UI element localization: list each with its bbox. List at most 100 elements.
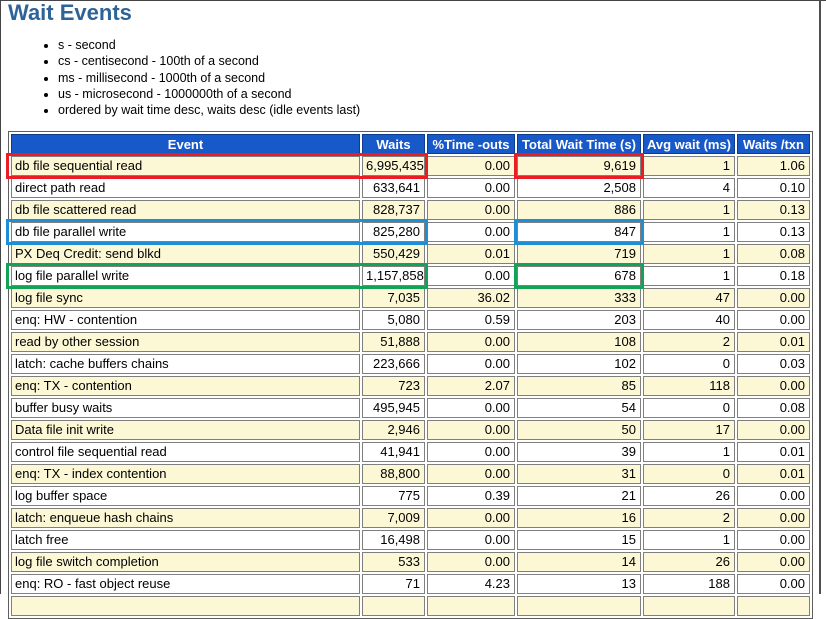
cell-pct_timeouts: 0.00 (427, 442, 515, 462)
cell-waits: 7,009 (362, 508, 425, 528)
table-row: db file sequential read 6,995,435 0.00 9,61… (11, 156, 810, 176)
cell-avg_wait_ms: 47 (643, 288, 735, 308)
cell-total_wait_time_s: 15 (517, 530, 641, 550)
cell-event: db file scattered read (11, 200, 360, 220)
cell-total_wait_time_s: 886 (517, 200, 641, 220)
table-row: log file sync 7,035 36.02 333 47 0.00 (11, 288, 810, 308)
cell-avg_wait_ms: 1 (643, 200, 735, 220)
cell-avg_wait_ms: 0 (643, 464, 735, 484)
cell-waits: 533 (362, 552, 425, 572)
cell-empty (427, 596, 515, 616)
cell-event: latch free (11, 530, 360, 550)
table-row: log buffer space 775 0.39 21 26 0.00 (11, 486, 810, 506)
cell-waits_per_txn: 0.03 (737, 354, 810, 374)
table-row: read by other session 51,888 0.00 108 2 0.01 (11, 332, 810, 352)
cell-total_wait_time_s: 85 (517, 376, 641, 396)
cell-event: latch: enqueue hash chains (11, 508, 360, 528)
cell-avg_wait_ms: 1 (643, 156, 735, 176)
window-edge-left (0, 0, 1, 594)
cell-pct_timeouts: 0.00 (427, 464, 515, 484)
cell-event: log file switch completion (11, 552, 360, 572)
wait-events-table: Event Waits %Time -outs Total Wait Time (s)… (8, 131, 813, 619)
column-header-total-wait-time-s: Total Wait Time (s) (517, 134, 641, 154)
table-row: buffer busy waits 495,945 0.00 54 0 0.08 (11, 398, 810, 418)
cell-avg_wait_ms: 118 (643, 376, 735, 396)
cell-avg_wait_ms: 17 (643, 420, 735, 440)
table-row: enq: HW - contention 5,080 0.59 203 40 0.00 (11, 310, 810, 330)
cell-waits_per_txn: 0.08 (737, 244, 810, 264)
cell-pct_timeouts: 0.00 (427, 530, 515, 550)
table-row: enq: TX - contention 723 2.07 85 118 0.00 (11, 376, 810, 396)
cell-total_wait_time_s: 333 (517, 288, 641, 308)
cell-event: enq: HW - contention (11, 310, 360, 330)
cell-event: enq: TX - contention (11, 376, 360, 396)
cell-waits_per_txn: 0.00 (737, 486, 810, 506)
cell-pct_timeouts: 2.07 (427, 376, 515, 396)
cell-waits_per_txn: 0.01 (737, 332, 810, 352)
window-edge-top (0, 0, 826, 1)
cell-waits: 51,888 (362, 332, 425, 352)
table-row: latch: cache buffers chains 223,666 0.00 10… (11, 354, 810, 374)
cell-total_wait_time_s: 847 (517, 222, 641, 242)
cell-event: control file sequential read (11, 442, 360, 462)
cell-avg_wait_ms: 1 (643, 442, 735, 462)
cell-event: latch: cache buffers chains (11, 354, 360, 374)
cell-pct_timeouts: 0.00 (427, 222, 515, 242)
cell-waits: 775 (362, 486, 425, 506)
cell-waits_per_txn: 0.18 (737, 266, 810, 286)
cell-event: log buffer space (11, 486, 360, 506)
cell-pct_timeouts: 0.00 (427, 398, 515, 418)
cell-event: enq: TX - index contention (11, 464, 360, 484)
column-header-waits-txn: Waits /txn (737, 134, 810, 154)
cell-total_wait_time_s: 2,508 (517, 178, 641, 198)
cell-waits_per_txn: 0.13 (737, 222, 810, 242)
cell-waits_per_txn: 0.13 (737, 200, 810, 220)
cell-waits: 495,945 (362, 398, 425, 418)
cell-waits: 2,946 (362, 420, 425, 440)
cell-event: read by other session (11, 332, 360, 352)
cell-pct_timeouts: 0.00 (427, 156, 515, 176)
cell-waits_per_txn: 0.00 (737, 310, 810, 330)
cell-empty (362, 596, 425, 616)
cell-waits_per_txn: 0.00 (737, 420, 810, 440)
cell-waits_per_txn: 0.01 (737, 442, 810, 462)
cell-total_wait_time_s: 108 (517, 332, 641, 352)
cell-avg_wait_ms: 26 (643, 552, 735, 572)
table-row: Data file init write 2,946 0.00 50 17 0.00 (11, 420, 810, 440)
cell-avg_wait_ms: 1 (643, 222, 735, 242)
legend-list: s - secondcs - centisecond - 100th of a … (0, 37, 360, 118)
cell-event: log file sync (11, 288, 360, 308)
cell-waits: 825,280 (362, 222, 425, 242)
cell-event: Data file init write (11, 420, 360, 440)
cell-empty (737, 596, 810, 616)
cell-pct_timeouts: 0.00 (427, 200, 515, 220)
column-header-event: Event (11, 134, 360, 154)
cell-avg_wait_ms: 1 (643, 530, 735, 550)
cell-pct_timeouts: 0.00 (427, 552, 515, 572)
cell-pct_timeouts: 0.59 (427, 310, 515, 330)
cell-pct_timeouts: 0.00 (427, 354, 515, 374)
cell-pct_timeouts: 0.00 (427, 420, 515, 440)
cell-waits: 828,737 (362, 200, 425, 220)
cell-waits: 6,995,435 (362, 156, 425, 176)
table-row: enq: RO - fast object reuse 71 4.23 13 188 0.… (11, 574, 810, 594)
cell-event: PX Deq Credit: send blkd (11, 244, 360, 264)
cell-waits_per_txn: 0.00 (737, 530, 810, 550)
cell-total_wait_time_s: 9,619 (517, 156, 641, 176)
cell-total_wait_time_s: 31 (517, 464, 641, 484)
cell-event: enq: RO - fast object reuse (11, 574, 360, 594)
page-title: Wait Events (8, 0, 132, 25)
column-header-waits: Waits (362, 134, 425, 154)
cell-pct_timeouts: 0.00 (427, 332, 515, 352)
table-row: db file scattered read 828,737 0.00 886 1 0.1… (11, 200, 810, 220)
column-header-avg-wait-ms: Avg wait (ms) (643, 134, 735, 154)
cell-pct_timeouts: 0.00 (427, 266, 515, 286)
cell-avg_wait_ms: 2 (643, 332, 735, 352)
table-row: log file switch completion 533 0.00 14 26 0.0… (11, 552, 810, 572)
cell-waits_per_txn: 0.00 (737, 508, 810, 528)
table-row: direct path read 633,641 0.00 2,508 4 0.10 (11, 178, 810, 198)
cell-pct_timeouts: 0.00 (427, 508, 515, 528)
cell-pct_timeouts: 0.00 (427, 178, 515, 198)
cell-waits: 5,080 (362, 310, 425, 330)
cell-total_wait_time_s: 50 (517, 420, 641, 440)
